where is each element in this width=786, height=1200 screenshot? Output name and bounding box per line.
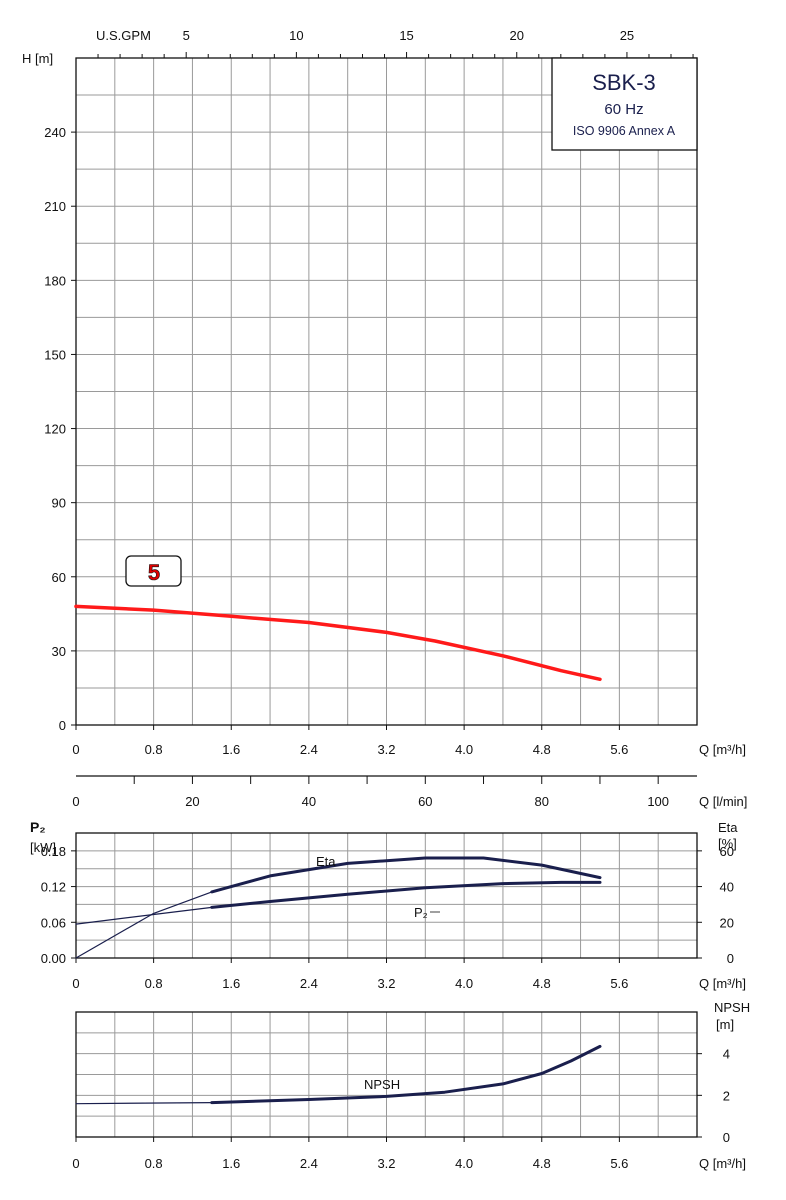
title-box: SBK-3 60 Hz ISO 9906 Annex A: [551, 57, 698, 151]
npsh-xtick-label: 4.8: [533, 1156, 551, 1171]
head-curve-5: [74, 604, 602, 682]
npsh-xtick-label: 0.8: [145, 1156, 163, 1171]
curve-badge: 5: [125, 555, 182, 587]
title-frequency: 60 Hz: [604, 101, 643, 118]
npsh-xtick-label: 5.6: [610, 1156, 628, 1171]
npsh-xtick-label: 3.2: [377, 1156, 395, 1171]
axis-label-h: H [m]: [22, 51, 53, 66]
eta-ytick-label: 20: [720, 915, 734, 930]
eta-curve: [210, 856, 602, 894]
curve-label-p2: P₂: [414, 905, 428, 920]
npsh-xtick-label: 2.4: [300, 1156, 318, 1171]
head-xtick-label: 3.2: [377, 742, 395, 757]
power-xtick-label: 0.8: [145, 976, 163, 991]
npsh-chart: 0 2 4 0 0.8 1.6 2.4 3.2 4.0 4.8 5.6: [72, 1011, 730, 1171]
head-xtick-label: 4.0: [455, 742, 473, 757]
axis-label-eta: Eta: [718, 820, 738, 835]
head-ytick-label: 180: [44, 273, 66, 288]
power-xtick-label: 1.6: [222, 976, 240, 991]
axis-label-npsh-unit: [m]: [716, 1017, 734, 1032]
lmin-tick-label: 0: [72, 794, 79, 809]
axis-label-eta-unit: [%]: [718, 836, 737, 851]
flow-lmin-scale: 0 20 40 60 80 100: [72, 775, 697, 809]
power-xtick-label: 0: [72, 976, 79, 991]
curve-label-eta: Eta: [316, 854, 336, 869]
curve-badge-label: 5: [148, 560, 160, 585]
title-model: SBK-3: [592, 70, 656, 95]
npsh-xtick-label: 1.6: [222, 1156, 240, 1171]
power-ytick-label: 0.18: [41, 844, 66, 859]
npsh-ytick-label: 0: [723, 1130, 730, 1145]
head-ytick-label: 90: [52, 496, 66, 511]
head-xtick-label: 2.4: [300, 742, 318, 757]
axis-label-q-m3h-2: Q [m³/h]: [699, 976, 746, 991]
npsh-curve: [210, 1044, 602, 1105]
axis-label-q-m3h-3: Q [m³/h]: [699, 1156, 746, 1171]
usgpm-tick-label: 20: [510, 28, 524, 43]
axis-label-q-lmin: Q [l/min]: [699, 794, 747, 809]
npsh-xtick-label: 4.0: [455, 1156, 473, 1171]
head-ytick-label: 30: [52, 644, 66, 659]
eta-ytick-label: 0: [727, 951, 734, 966]
power-xtick-label: 3.2: [377, 976, 395, 991]
head-ytick-label: 60: [52, 570, 66, 585]
power-xtick-label: 4.8: [533, 976, 551, 991]
power-xtick-label: 4.0: [455, 976, 473, 991]
lmin-tick-label: 40: [302, 794, 316, 809]
head-ytick-label: 150: [44, 347, 66, 362]
npsh-ytick-label: 2: [723, 1088, 730, 1103]
npsh-xtick-label: 0: [72, 1156, 79, 1171]
axis-label-p2: P₂: [30, 819, 46, 835]
axis-label-q-m3h-1: Q [m³/h]: [699, 742, 746, 757]
power-ytick-label: 0.06: [41, 915, 66, 930]
head-chart: 0 30 60 90 120 150 180 210 240 0 0.8 1.6 2.4 3.2 4.0 4.…: [44, 28, 698, 757]
axis-label-p2-unit: [kW]: [30, 840, 56, 855]
p2-curve-thin: [75, 906, 213, 925]
power-efficiency-chart: 0.00 0.06 0.12 0.18 0 20 40 60 0 0.8 1.6 2.4 3.2 4.0 4…: [41, 832, 734, 991]
npsh-curve-thin: [75, 1102, 213, 1105]
head-ytick-label: 240: [44, 125, 66, 140]
head-xtick-label: 0: [72, 742, 79, 757]
power-xtick-label: 2.4: [300, 976, 318, 991]
curve-label-npsh: NPSH: [364, 1077, 400, 1092]
usgpm-tick-label: 5: [183, 28, 190, 43]
lmin-tick-label: 20: [185, 794, 199, 809]
head-xtick-label: 4.8: [533, 742, 551, 757]
p2-curve: [210, 880, 602, 909]
usgpm-tick-label: 15: [399, 28, 413, 43]
head-xtick-label: 1.6: [222, 742, 240, 757]
npsh-ytick-label: 4: [723, 1047, 730, 1062]
head-xtick-label: 0.8: [145, 742, 163, 757]
eta-ytick-label: 60: [720, 844, 734, 859]
axis-label-npsh: NPSH: [714, 1000, 750, 1015]
power-ytick-label: 0.12: [41, 880, 66, 895]
title-standard: ISO 9906 Annex A: [573, 124, 676, 138]
lmin-tick-label: 80: [535, 794, 549, 809]
usgpm-tick-label: 10: [289, 28, 303, 43]
power-ytick-label: 0.00: [41, 951, 66, 966]
axis-label-usgpm: U.S.GPM: [96, 28, 151, 43]
lmin-tick-label: 60: [418, 794, 432, 809]
usgpm-tick-label: 25: [620, 28, 634, 43]
head-ytick-label: 120: [44, 422, 66, 437]
lmin-tick-label: 100: [647, 794, 669, 809]
head-xtick-label: 5.6: [610, 742, 628, 757]
eta-curve-thin: [75, 891, 213, 959]
eta-ytick-label: 40: [720, 880, 734, 895]
head-ytick-label: 210: [44, 199, 66, 214]
head-ytick-label: 0: [59, 718, 66, 733]
power-xtick-label: 5.6: [610, 976, 628, 991]
